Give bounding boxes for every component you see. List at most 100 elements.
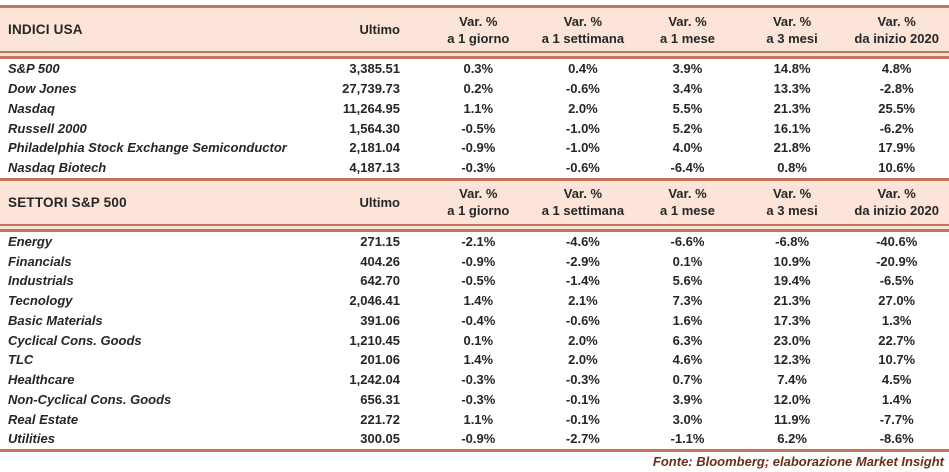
table-row: Real Estate 221.72 1.1% -0.1% 3.0% 11.9%… — [0, 409, 949, 429]
row-label: Cyclical Cons. Goods — [8, 332, 142, 348]
row-label: Industrials — [8, 273, 74, 289]
table-row: Nasdaq 11,264.95 1.1% 2.0% 5.5% 21.3% 25… — [0, 99, 949, 119]
ultimo-value: 1,210.45 — [349, 332, 400, 348]
ultimo-value: 27,739.73 — [342, 81, 400, 97]
var-1month-value: 5.6% — [672, 273, 703, 289]
var-period: da inizio 2020 — [854, 30, 939, 46]
var-1week-value: -4.6% — [565, 233, 600, 249]
column-header-ultimo: Ultimo — [359, 22, 400, 37]
ultimo-value: 221.72 — [360, 411, 400, 427]
var-ytd-value: 1.3% — [881, 312, 912, 328]
indici-usa-rows: S&P 500 3,385.51 0.3% 0.4% 3.9% 14.8% 4.… — [0, 59, 949, 178]
var-ytd-value: 17.9% — [878, 140, 916, 156]
var-1month-value: -6.6% — [670, 233, 705, 249]
var-1week-value: -2.9% — [565, 253, 600, 269]
var-1day-value: -0.3% — [461, 160, 496, 176]
var-3months-value: 11.9% — [774, 411, 811, 427]
column-header-var-1day: Var. % a 1 giorno — [426, 13, 531, 47]
table-row: Non-Cyclical Cons. Goods 656.31 -0.3% -0… — [0, 390, 949, 410]
column-header-var-1day: Var. % a 1 giorno — [426, 185, 531, 219]
var-ytd-value: -6.2% — [879, 120, 914, 136]
ultimo-value: 3,385.51 — [349, 61, 400, 77]
var-ytd-value: 4.5% — [881, 372, 912, 388]
row-label: Healthcare — [8, 372, 75, 388]
ultimo-value: 391.06 — [360, 312, 400, 328]
var-label: Var. % — [563, 186, 603, 201]
row-label: Basic Materials — [8, 312, 103, 328]
var-1day-value: -2.1% — [461, 233, 496, 249]
var-3months-value: 7.4% — [777, 372, 807, 388]
table-row: Utilities 300.05 -0.9% -2.7% -1.1% 6.2% … — [0, 429, 949, 449]
var-1month-value: 6.3% — [672, 332, 703, 348]
var-1month-value: 5.2% — [672, 120, 703, 136]
table-row: Healthcare 1,242.04 -0.3% -0.3% 0.7% 7.4… — [0, 370, 949, 390]
column-header-var-1week: Var. % a 1 settimana — [531, 13, 636, 47]
row-label: Financials — [8, 253, 72, 269]
var-ytd-value: -8.6% — [879, 431, 914, 447]
var-ytd-value: 4.8% — [881, 61, 912, 77]
var-ytd-value: 10.7% — [878, 352, 916, 368]
var-3months-value: 23.0% — [773, 332, 811, 348]
var-1month-value: -6.4% — [670, 160, 705, 176]
ultimo-value: 271.15 — [360, 233, 400, 249]
var-1week-value: -1.0% — [565, 140, 600, 156]
row-label: Nasdaq — [8, 100, 55, 116]
var-1week-value: -1.0% — [565, 120, 600, 136]
table-row: Nasdaq Biotech 4,187.13 -0.3% -0.6% -6.4… — [0, 158, 949, 178]
table-row: Energy 271.15 -2.1% -4.6% -6.6% -6.8% -4… — [0, 232, 949, 252]
header-divider — [0, 223, 949, 232]
section-indici-usa: INDICI USA Ultimo Var. % a 1 giorno Var.… — [0, 5, 949, 178]
var-period: a 1 settimana — [541, 203, 625, 218]
column-header-ultimo: Ultimo — [359, 194, 400, 210]
var-1month-value: 4.0% — [672, 140, 703, 156]
ultimo-value: 404.26 — [360, 253, 400, 269]
table-row: Basic Materials 391.06 -0.4% -0.6% 1.6% … — [0, 311, 949, 331]
row-label: TLC — [8, 352, 34, 368]
var-3months-value: 13.3% — [773, 81, 811, 97]
var-1day-value: 0.3% — [463, 61, 494, 77]
section-title: SETTORI S&P 500 — [8, 194, 127, 210]
var-label: Var. % — [459, 13, 498, 29]
column-header-var-3months: Var. % a 3 mesi — [740, 13, 845, 47]
var-ytd-value: -7.7% — [879, 411, 914, 427]
ultimo-value: 656.31 — [360, 391, 400, 407]
var-1day-value: 1.4% — [463, 293, 494, 309]
var-ytd-value: -6.5% — [879, 273, 914, 289]
ultimo-value: 1,564.30 — [349, 120, 400, 136]
var-1week-value: 2.0% — [568, 100, 598, 116]
var-1week-value: -1.4% — [565, 273, 600, 289]
var-1month-value: -1.1% — [670, 431, 705, 447]
var-period: a 1 mese — [660, 30, 715, 46]
var-label: Var. % — [877, 13, 916, 29]
table-row: TLC 201.06 1.4% 2.0% 4.6% 12.3% 10.7% — [0, 350, 949, 370]
var-ytd-value: -40.6% — [876, 233, 918, 249]
var-3months-value: -6.8% — [775, 233, 810, 249]
var-1week-value: 2.0% — [568, 352, 598, 368]
var-1day-value: -0.9% — [461, 253, 496, 269]
indici-usa-header-row: INDICI USA Ultimo Var. % a 1 giorno Var.… — [0, 5, 949, 51]
ultimo-value: 642.70 — [360, 273, 400, 289]
table-row: Financials 404.26 -0.9% -2.9% 0.1% 10.9%… — [0, 251, 949, 271]
ultimo-value: 4,187.13 — [349, 160, 400, 176]
section-title: INDICI USA — [8, 22, 83, 37]
table-row: S&P 500 3,385.51 0.3% 0.4% 3.9% 14.8% 4.… — [0, 59, 949, 79]
var-1day-value: 1.1% — [463, 100, 494, 116]
var-period: a 1 settimana — [541, 30, 625, 46]
row-label: Non-Cyclical Cons. Goods — [8, 391, 172, 407]
table-bottom-rule — [0, 448, 949, 452]
settori-sp500-rows: Energy 271.15 -2.1% -4.6% -6.6% -6.8% -4… — [0, 232, 949, 449]
table-row: Cyclical Cons. Goods 1,210.45 0.1% 2.0% … — [0, 330, 949, 350]
var-label: Var. % — [668, 186, 707, 201]
row-label: Tecnology — [8, 293, 73, 309]
var-1day-value: 0.1% — [463, 332, 494, 348]
var-period: a 3 mesi — [766, 30, 818, 46]
var-3months-value: 12.0% — [773, 391, 811, 407]
var-period: da inizio 2020 — [854, 203, 939, 218]
var-1day-value: 0.2% — [463, 81, 494, 97]
var-1month-value: 5.5% — [672, 100, 703, 116]
var-3months-value: 21.3% — [773, 293, 811, 309]
column-header-var-1week: Var. % a 1 settimana — [531, 185, 636, 219]
var-1month-value: 3.9% — [672, 391, 703, 407]
var-1day-value: -0.9% — [461, 140, 496, 156]
